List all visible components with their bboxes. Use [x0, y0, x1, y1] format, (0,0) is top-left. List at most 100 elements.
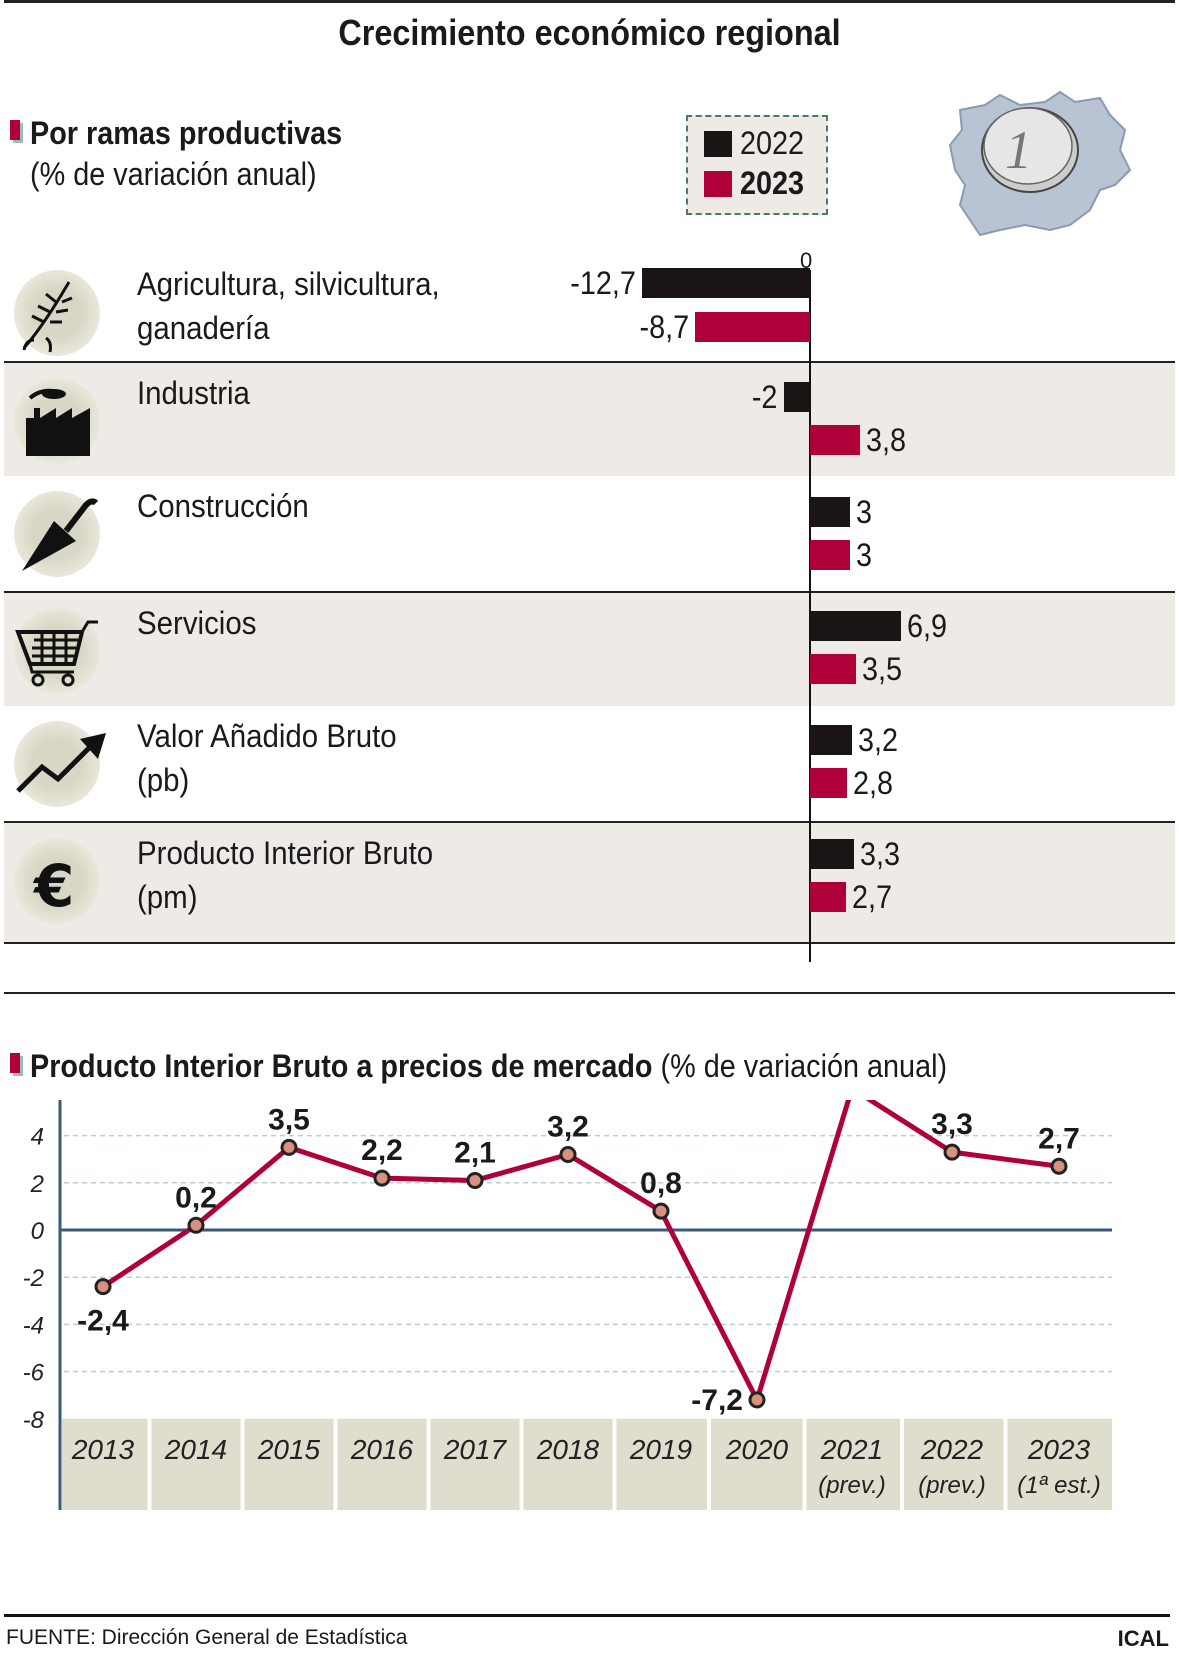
bar-2022: [810, 497, 850, 527]
shopping-cart-icon: [14, 608, 100, 694]
source-note: FUENTE: Dirección General de Estadística: [6, 1626, 408, 1649]
data-point: [943, 1143, 961, 1161]
bar-value-label: 3,2: [858, 722, 899, 758]
category-label-line: Agricultura, silvicultura,: [137, 266, 440, 302]
bar-value-label: 3,8: [866, 422, 907, 458]
category-box: [62, 1418, 148, 1510]
x-tick-label: 2018: [536, 1434, 600, 1465]
category-label-line: Producto Interior Bruto: [137, 835, 434, 871]
section2-title: Producto Interior Bruto a precios de mer…: [30, 1048, 947, 1085]
bar-2023: [694, 312, 810, 342]
category-label: Valor Añadido Bruto (pb): [137, 714, 397, 802]
wheat-icon: [14, 270, 100, 356]
x-tick-label: 2021: [820, 1434, 883, 1465]
section2-title-bold: Producto Interior Bruto a precios de mer…: [30, 1048, 653, 1084]
trowel-icon: [14, 491, 100, 577]
category-row: Construcción: [4, 476, 1175, 589]
data-label: 0,2: [175, 1181, 217, 1214]
category-label: Producto Interior Bruto (pm): [137, 831, 433, 919]
data-point: [373, 1169, 391, 1187]
category-box: [337, 1418, 427, 1510]
bar-2023: [810, 654, 857, 684]
category-label: Servicios: [137, 601, 256, 645]
category-box: [806, 1418, 900, 1510]
data-label: -2,4: [77, 1305, 129, 1338]
bar-2023: [810, 882, 846, 912]
category-box: [711, 1418, 803, 1510]
x-tick-label: 2017: [443, 1434, 508, 1465]
bar-2022: [783, 382, 810, 412]
category-label: Agricultura, silvicultura, ganadería: [137, 262, 440, 350]
y-tick-label: 6: [31, 1100, 45, 1103]
category-row: Servicios: [4, 591, 1175, 706]
data-label: 3,2: [547, 1110, 589, 1143]
category-label-line: Construcción: [137, 488, 309, 524]
data-label: 0,8: [640, 1167, 682, 1200]
legend-swatch-2023: [704, 171, 732, 197]
category-label-line: (pb): [137, 762, 190, 798]
bar-2023: [810, 768, 848, 798]
x-tick-label: 2013: [71, 1434, 135, 1465]
svg-text:1: 1: [1005, 120, 1032, 180]
category-label-line: (pm): [137, 879, 198, 915]
section-marker: [10, 120, 20, 140]
y-tick-label: -8: [23, 1407, 45, 1434]
data-point: [187, 1216, 205, 1234]
data-label: 2,7: [1038, 1122, 1080, 1155]
category-label: Construcción: [137, 484, 309, 528]
category-box: [523, 1418, 613, 1510]
bar-value-label: 2,7: [851, 879, 892, 915]
trend-up-icon: [14, 721, 106, 807]
bar-2022: [810, 839, 854, 869]
data-point: [748, 1391, 766, 1409]
footer-rule: [4, 1614, 1170, 1617]
bar-2022: [810, 611, 902, 641]
bar-value-label: 2,8: [853, 765, 894, 801]
region-map-coin-icon: 1: [948, 90, 1132, 237]
bar-2023: [810, 540, 850, 570]
bar-2022: [641, 268, 810, 298]
data-label: 3,5: [268, 1103, 310, 1136]
x-tick-label: 2022: [920, 1434, 984, 1465]
series-line: [101, 1100, 1060, 1403]
category-row: Industria: [4, 361, 1175, 476]
y-tick-label: 0: [31, 1218, 45, 1245]
brand-logo: ICAL: [1117, 1626, 1169, 1651]
data-point: [466, 1171, 484, 1189]
category-label-line: Servicios: [137, 605, 257, 641]
category-box: [244, 1418, 334, 1510]
data-point: [280, 1138, 298, 1156]
data-label: -7,2: [691, 1384, 743, 1417]
bar-value-label: 3: [855, 537, 872, 573]
x-tick-note: (1ª est.): [1017, 1472, 1101, 1499]
bar-value-label: 3,3: [859, 836, 900, 872]
section1-subtitle: (% de variación anual): [30, 156, 317, 192]
bar-value-label: -8,7: [639, 309, 689, 345]
category-label: Industria: [137, 371, 250, 415]
legend-swatch-2022: [704, 131, 732, 157]
bar-value-label: -12,7: [570, 265, 636, 301]
category-box: [1007, 1418, 1112, 1510]
data-label: 2,1: [454, 1136, 496, 1169]
legend-label-2022: 2022: [740, 125, 805, 161]
section1-title: Por ramas productivas: [30, 115, 343, 151]
legend-label-2023: 2023: [740, 165, 805, 201]
data-point: [1050, 1157, 1068, 1175]
legend: 2022 2023: [686, 115, 828, 215]
category-row: Valor Añadido Bruto (pb): [4, 706, 1175, 819]
euro-icon: €: [14, 838, 100, 924]
x-tick-note: (prev.): [818, 1472, 886, 1499]
data-point: [559, 1145, 577, 1163]
category-box: [430, 1418, 520, 1510]
category-label-line: Valor Añadido Bruto: [137, 718, 397, 754]
category-row: Agricultura, silvicultura, ganadería: [4, 240, 1175, 356]
x-tick-label: 2015: [257, 1434, 321, 1465]
x-tick-note: (prev.): [918, 1472, 986, 1499]
category-box: [151, 1418, 241, 1510]
category-label-line: Industria: [137, 375, 250, 411]
bar-value-label: 3,5: [862, 651, 903, 687]
data-point: [652, 1202, 670, 1220]
category-box: [904, 1418, 1004, 1510]
page-title: Crecimiento económico regional: [338, 12, 841, 53]
y-tick-label: 4: [31, 1124, 44, 1151]
